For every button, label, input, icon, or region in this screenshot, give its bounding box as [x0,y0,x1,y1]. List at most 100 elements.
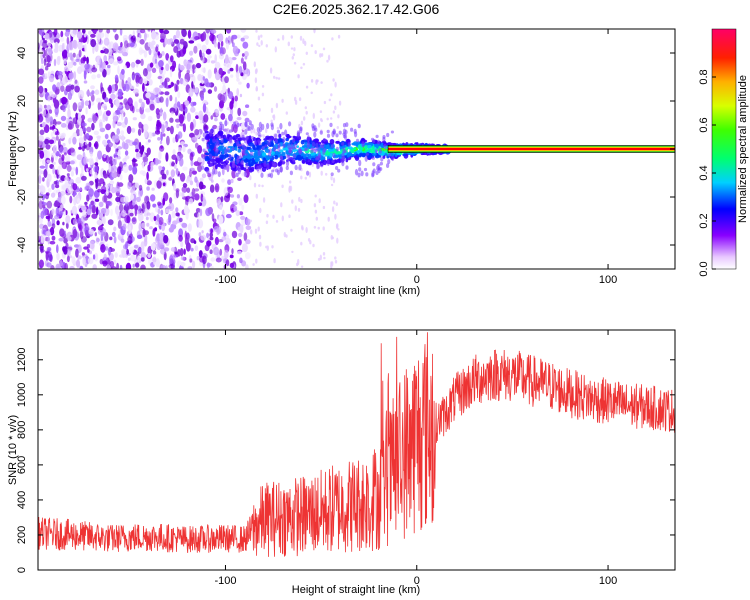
spectrogram-plot: -100 0 100 -40 -20 0 20 40 Height of straight l… [7,28,676,297]
spectrogram-cell [105,189,109,196]
spectrogram-cell [165,97,169,108]
spectrogram-cell [221,236,227,241]
spectrogram-cell [372,153,377,156]
spectrogram-cell [176,79,180,85]
spectrogram-cell [89,169,94,175]
spectrogram-cell [56,252,60,261]
spectrogram-cell [52,161,56,165]
spectrogram-cell [285,160,290,167]
spectrogram-cell [144,32,147,41]
spectrogram-cell [60,36,65,42]
spectrogram-cell [206,58,211,63]
spectrogram-cell [189,50,194,56]
spectrogram-cell [203,114,209,123]
spectrogram-cell [152,257,157,263]
spectrogram-cell [149,226,153,230]
spectrogram-cell [201,44,207,53]
spectrogram-cell [224,76,229,84]
spectrogram-cell [77,41,83,50]
spectrogram-cell [221,167,225,176]
spectrogram-cell [241,243,248,253]
spectrogram-cell [148,48,152,56]
spectrogram-cell [122,223,127,231]
spectrogram-cell [38,85,44,94]
spectrogram-cell [342,147,346,154]
spectrogram-cell [76,259,80,268]
spectrogram-cell [157,208,161,215]
spectrogram-cell [74,85,80,93]
spectrogram-cell [159,107,163,117]
spectrogram-cell [231,169,237,179]
spectrogram-cell [94,171,98,180]
spectrogram-cell [150,243,156,251]
spectrogram-cell [128,174,134,183]
spectrogram-cell [301,145,307,148]
spectrogram-cell [238,232,243,238]
spectrogram-cell [50,192,56,198]
spectrogram-cell [258,44,261,48]
spectrogram-cell [123,40,129,49]
spectrogram-cell [198,181,204,190]
spectrogram-cell [152,250,157,255]
spectrogram-cell [144,178,148,185]
spectrogram-cell [245,239,251,245]
spectrogram-cell [154,98,157,106]
spectrogram-cell [201,137,205,142]
spectrogram-cell [271,245,274,249]
spectrogram-cell [261,92,265,97]
spectrogram-cell [318,151,322,158]
spectrogram-cell [231,248,234,255]
spectrogram-cell [160,248,166,255]
spectrogram-cell [294,99,298,105]
spectrogram-cell [289,185,293,192]
spectrogram-cell [202,132,206,138]
spectrogram-cell [231,230,238,239]
spectrogram-cell [241,217,246,227]
spectrogram-cell [111,84,116,90]
spectrogram-cell [265,128,268,134]
spectrogram-cell [179,65,185,71]
spectrogram-cell [230,194,235,198]
spectrogram-cell [38,200,44,210]
spectrogram-cell [127,235,133,245]
spectrogram-cell [49,227,55,236]
spectrogram-cell [54,38,60,44]
spectrogram-cell [107,64,111,69]
spectrogram-cell [223,187,229,196]
spectrogram-cell [47,95,51,102]
spectrogram-cell [361,152,366,157]
spectrogram-cell [222,84,226,94]
spectrogram-cell [192,260,196,269]
spectrogram-cell [86,56,89,65]
spectrogram-cell [299,149,303,154]
spectrogram-cell [41,57,44,65]
spectrogram-cell [91,67,98,73]
spectrogram-cell [103,253,107,260]
spectrogram-cell [285,111,288,115]
spectrogram-cell [237,148,242,153]
spectrogram-cell [225,41,229,50]
spectrogram-cell [183,248,186,255]
spectrogram-cell [129,246,135,254]
spectrogram-cell [121,134,125,142]
spectrogram-cell [132,117,137,121]
spectrogram-cell [216,227,220,236]
spectrogram-cell [96,238,100,242]
spectrogram-cell [334,105,337,111]
spectrogram-cell [289,170,293,176]
spectrogram-cell [199,208,203,217]
spectrogram-cell [205,29,210,34]
spectrogram-cell [219,248,223,256]
spectrogram-cell [56,220,60,226]
spectrogram-cell [82,127,87,133]
spectrogram-cell [176,101,181,108]
spectrogram-cell [215,138,219,143]
spectrogram-cell [45,193,49,200]
spectrogram-cell [237,250,242,255]
spectrogram-cell [273,162,277,168]
spectrogram-cell [314,50,317,55]
spectrogram-cell [152,228,156,237]
spectrogram-cell [361,141,365,148]
spectrogram-cell [267,151,272,157]
spectrogram-cell [296,131,300,138]
